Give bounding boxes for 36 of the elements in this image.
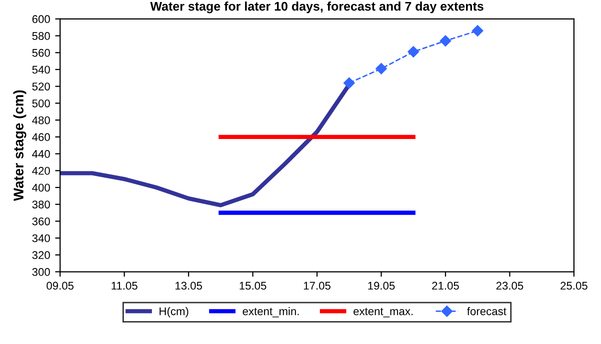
y-tick-label: 500	[32, 99, 50, 108]
y-tick-label: 460	[32, 133, 50, 142]
y-tick-label: 540	[32, 66, 50, 74]
legend-label: extent_min.	[242, 307, 299, 318]
point	[440, 35, 452, 46]
y-tick-label: 440	[32, 150, 50, 158]
x-tick-label: 21.05	[432, 282, 459, 290]
x-tick-label: 11.05	[112, 282, 138, 290]
y-tick-label: 320	[32, 251, 50, 260]
x-tick-label: 13.05	[176, 282, 202, 290]
y-axis-title: Water stage (cm)	[13, 90, 26, 202]
x-tick-label: 17.05	[304, 282, 330, 290]
point	[376, 63, 387, 74]
y-tick-label: 560	[32, 48, 50, 57]
y-tick-label: 380	[32, 200, 50, 208]
point	[472, 25, 484, 36]
y-tick-label: 340	[32, 234, 50, 242]
x-tick-label: 15.05	[240, 282, 266, 290]
chart-title: Water stage for later 10 days, forecast and 7 day extents	[150, 2, 484, 14]
legend-label: forecast	[467, 307, 506, 316]
x-tick-label: 23.05	[496, 282, 524, 290]
y-tick-label: 600	[32, 15, 50, 24]
x-tick-label: 25.05	[560, 282, 588, 290]
x-tick-label: 09.05	[46, 282, 74, 290]
y-tick-label: 420	[32, 166, 50, 175]
y-tick-label: 300	[32, 268, 50, 276]
legend-label: extent_max.	[354, 308, 413, 318]
y-tick-label: 400	[32, 184, 50, 192]
point	[408, 46, 419, 58]
legend-label: H(cm)	[160, 307, 188, 318]
point	[344, 77, 355, 89]
y-tick-label: 480	[32, 116, 50, 124]
y-tick-label: 360	[32, 217, 50, 226]
y-tick-label: 580	[32, 32, 50, 40]
y-tick-label: 520	[32, 82, 50, 90]
x-tick-label: 19.05	[368, 282, 395, 290]
